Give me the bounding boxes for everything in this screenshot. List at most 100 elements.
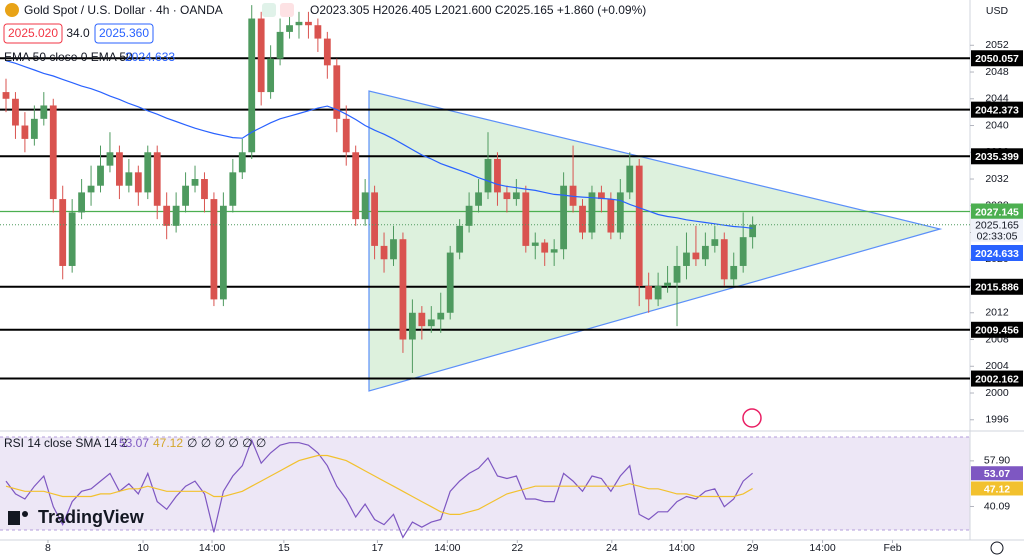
settings-icon[interactable]: [990, 541, 1004, 555]
candle-body: [408, 312, 416, 340]
level-label: 2002.162: [975, 373, 1019, 385]
candle-body: [456, 225, 464, 253]
level-label: 2042.373: [975, 104, 1019, 116]
ema-box: [971, 245, 1023, 261]
candle-body: [59, 199, 67, 266]
x-tick-label: 14:00: [434, 542, 460, 554]
candle-body: [30, 118, 38, 139]
rsi-band: [0, 437, 970, 530]
candle-body: [191, 179, 199, 186]
candle-body: [333, 65, 341, 119]
candle-body: [40, 105, 48, 119]
spread: 34.0: [66, 26, 90, 40]
candle-body: [295, 21, 303, 26]
candle-body: [371, 192, 378, 246]
candle-body: [626, 165, 634, 193]
candle-body: [522, 192, 530, 246]
level-label-box: [971, 203, 1023, 220]
candle-body: [342, 118, 350, 153]
candle-body: [68, 212, 76, 266]
x-tick-label: Feb: [883, 542, 901, 554]
rsi-value-box: [971, 466, 1023, 481]
y-tick-label: 2040: [985, 119, 1009, 131]
candle-body: [201, 179, 208, 200]
rsi-line: [5, 438, 753, 539]
candle-body: [635, 165, 643, 287]
symbol-title: Gold Spot / U.S. Dollar · 4h · OANDA: [24, 3, 223, 17]
y-tick-label: 2012: [985, 307, 1009, 319]
price-label: 2025.165: [975, 220, 1019, 232]
candle-body: [484, 158, 492, 193]
x-tick-label: 17: [372, 542, 384, 554]
candle-body: [172, 205, 180, 226]
candle-body: [683, 252, 690, 266]
logo-text: TradingView: [38, 507, 145, 527]
candle-body: [361, 192, 369, 220]
candle-body: [531, 242, 539, 246]
level-label: 2027.145: [975, 206, 1019, 218]
logo-mark: [22, 511, 28, 517]
candle-body: [134, 172, 142, 193]
x-tick-label: 29: [747, 542, 759, 554]
legend: Gold Spot / U.S. Dollar · 4h · OANDA O20…: [3, 3, 646, 450]
alert-icon[interactable]: [742, 408, 762, 428]
currency-label: USD: [986, 5, 1009, 17]
rsi-value-box: [971, 481, 1023, 496]
y-tick-label: 2052: [985, 39, 1009, 51]
candle-body: [512, 192, 520, 200]
y-tick-label: 1996: [985, 414, 1009, 426]
candle-body: [125, 172, 133, 186]
candle-body: [153, 152, 161, 206]
candle-body: [494, 158, 501, 193]
candle-body: [248, 18, 256, 153]
level-label: 2009.456: [975, 325, 1019, 337]
candle-body: [116, 152, 123, 186]
x-tick-label: 24: [606, 542, 618, 554]
candle-body: [654, 286, 662, 300]
candle-body: [399, 239, 407, 340]
candle-body: [182, 185, 189, 206]
candle-body: [276, 31, 284, 59]
candle-body: [550, 249, 558, 253]
candle-body: [418, 312, 426, 327]
candle-body: [749, 224, 757, 238]
rsi-legend-placeholders: ∅ ∅ ∅ ∅ ∅ ∅: [187, 436, 266, 450]
candle-body: [97, 165, 104, 186]
candle-body: [607, 199, 615, 233]
candle-body: [692, 252, 700, 260]
rsi-value-label: 47.12: [984, 483, 1010, 495]
buy-button[interactable]: [94, 23, 154, 44]
candle-body: [2, 92, 10, 99]
candle-body: [210, 199, 218, 300]
candle-body: [645, 286, 653, 300]
rsi-value-label: 53.07: [984, 468, 1010, 480]
candle-body: [739, 237, 747, 266]
level-label-box: [971, 278, 1023, 295]
ema-legend: EMA 50 close 0 EMA 50: [4, 50, 133, 64]
candle-body: [12, 98, 19, 126]
candle-body: [541, 242, 549, 253]
ask[interactable]: 2025.360: [99, 26, 149, 40]
level-label: 2050.057: [975, 53, 1019, 65]
sma-legend-value: 47.12: [153, 436, 183, 450]
sell-button[interactable]: [3, 23, 63, 44]
candle-body: [465, 205, 473, 226]
candle-body: [664, 282, 671, 287]
price-box: [971, 218, 1023, 242]
candle-body: [267, 58, 275, 93]
x-tick-label: 8: [45, 542, 51, 554]
triangle-drawing: [368, 90, 943, 392]
symbol-icon: [5, 3, 19, 17]
level-label: 2015.886: [975, 282, 1019, 294]
y-tick-label: 2032: [985, 173, 1009, 185]
bid[interactable]: 2025.020: [8, 26, 58, 40]
ema-label: 2024.633: [975, 248, 1019, 260]
candle-body: [720, 239, 728, 280]
countdown: 02:33:05: [977, 231, 1018, 243]
candle-body: [475, 192, 482, 206]
candle-body: [446, 252, 454, 313]
x-tick-label: 14:00: [669, 542, 695, 554]
y-tick-label: 2000: [985, 387, 1009, 399]
